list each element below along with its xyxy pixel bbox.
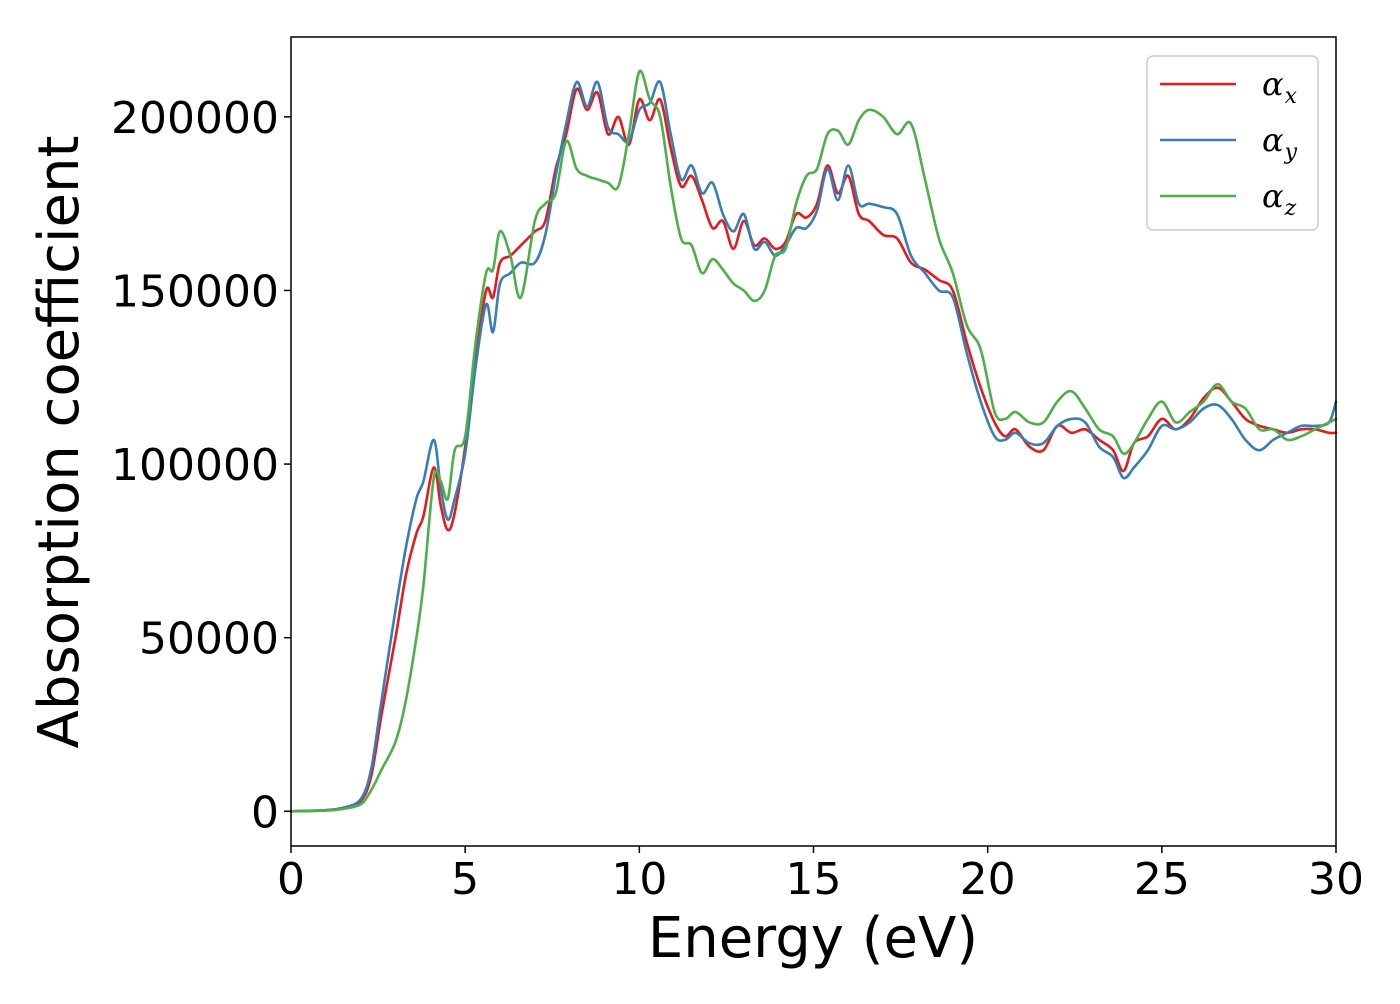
y-tick-label: 50000 — [139, 614, 279, 665]
series-line-y — [289, 80, 1338, 813]
y-axis-title: Absorption coefficient — [27, 136, 92, 749]
legend-box — [1146, 55, 1319, 231]
x-tick-label: 0 — [277, 854, 305, 905]
legend-label-x: αx — [1262, 65, 1298, 109]
x-axis-title: Energy (eV) — [648, 906, 978, 971]
series-line-z — [289, 69, 1338, 813]
legend-label-y: αy — [1262, 121, 1298, 165]
x-tick-label: 15 — [786, 854, 842, 905]
x-tick-label: 30 — [1308, 854, 1364, 905]
x-tick-label: 5 — [451, 854, 479, 905]
y-tick-label: 0 — [251, 787, 279, 838]
y-axis-ticks: 0 50000 100000 150000 200000 — [111, 93, 291, 838]
series-layer — [289, 69, 1338, 813]
x-tick-label: 25 — [1134, 854, 1190, 905]
x-tick-label: 20 — [960, 854, 1016, 905]
x-axis-ticks: 0 5 10 15 20 25 30 — [277, 846, 1364, 905]
y-tick-label: 100000 — [111, 440, 279, 491]
x-tick-label: 10 — [611, 854, 667, 905]
y-tick-label: 150000 — [111, 266, 279, 317]
y-tick-label: 200000 — [111, 93, 279, 144]
